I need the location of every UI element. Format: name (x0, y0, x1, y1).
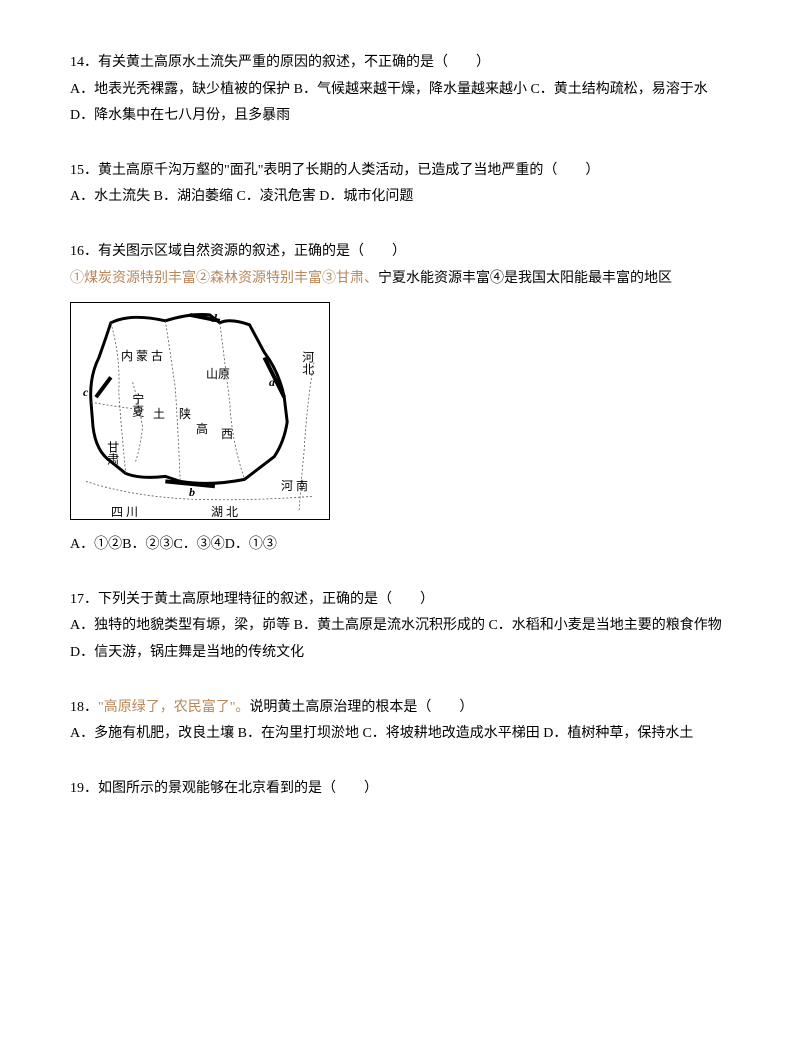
label-b: b (189, 481, 195, 504)
q19-stem: 19．如图所示的景观能够在北京看到的是（ ） (70, 776, 724, 803)
question-16: 16．有关图示区域自然资源的叙述，正确的是（ ） ①煤炭资源特别丰富②森林资源特… (70, 239, 724, 559)
label-c: c (83, 381, 88, 404)
question-18: 18．"高原绿了，农民富了"。说明黄土高原治理的根本是（ ） A．多施有机肥，改… (70, 695, 724, 748)
q15-options: A．水土流失 B．湖泊萎缩 C．凌汛危害 D．城市化问题 (70, 184, 724, 211)
q18-stem-quote: "高原绿了，农民富了"。 (98, 700, 249, 715)
label-a: a (269, 371, 275, 394)
q16-desc-post: 宁夏水能资源丰富④是我国太阳能最丰富的地区 (378, 271, 672, 286)
label-neimenggu: 内 蒙 古 (121, 345, 163, 368)
question-17: 17．下列关于黄土高原地理特征的叙述，正确的是（ ） A．独特的地貌类型有塬，梁… (70, 587, 724, 667)
q16-stem: 16．有关图示区域自然资源的叙述，正确的是（ ） (70, 239, 724, 266)
question-14: 14．有关黄土高原水土流失严重的原因的叙述，不正确的是（ ） A．地表光秃裸露，… (70, 50, 724, 130)
label-gansu: 甘肃 (101, 441, 124, 465)
q18-stem-post: 说明黄土高原治理的根本是（ ） (249, 700, 473, 715)
q17-stem: 17．下列关于黄土高原地理特征的叙述，正确的是（ ） (70, 587, 724, 614)
q18-options: A．多施有机肥，改良土壤 B．在沟里打坝淤地 C．将坡耕地改造成水平梯田 D．植… (70, 721, 724, 748)
q14-options: A．地表光秃裸露，缺少植被的保护 B．气候越来越干燥，降水量越来越小 C．黄土结… (70, 77, 724, 130)
dotted-line-2 (165, 321, 180, 482)
label-d: d (211, 307, 217, 330)
label-shaanxi: 陕 (179, 403, 191, 426)
label-shanxi2: 山原 (206, 363, 230, 386)
q17-options: A．独特的地貌类型有塬，梁，峁等 B．黄土高原是流水沉积形成的 C．水稻和小麦是… (70, 613, 724, 666)
label-tu: 土 (153, 403, 165, 426)
map-figure: 内 蒙 古 山原 河北 宁夏 陕 西 甘肃 土 高 四 川 湖 北 河 南 d … (70, 302, 330, 520)
q18-stem: 18．"高原绿了，农民富了"。说明黄土高原治理的根本是（ ） (70, 695, 724, 722)
label-shanxi: 西 (221, 423, 233, 446)
q18-stem-pre: 18． (70, 700, 98, 715)
question-15: 15．黄土高原千沟万壑的"面孔"表明了长期的人类活动，已造成了当地严重的（ ） … (70, 158, 724, 211)
q16-desc: ①煤炭资源特别丰富②森林资源特别丰富③甘肃、宁夏水能资源丰富④是我国太阳能最丰富… (70, 266, 724, 293)
line-c (96, 377, 111, 397)
question-19: 19．如图所示的景观能够在北京看到的是（ ） (70, 776, 724, 803)
q16-desc-pre: ①煤炭资源特别丰富②森林资源特别丰富③甘肃、 (70, 271, 378, 286)
label-gao: 高 (196, 418, 208, 441)
dotted-line-3 (220, 323, 245, 480)
label-hebei: 河北 (296, 351, 319, 375)
q14-stem: 14．有关黄土高原水土流失严重的原因的叙述，不正确的是（ ） (70, 50, 724, 77)
label-hubei: 湖 北 (211, 501, 238, 520)
label-ningxia: 宁夏 (126, 393, 149, 417)
label-henan: 河 南 (281, 475, 308, 498)
q16-options: A．①②B．②③C．③④D．①③ (70, 532, 724, 559)
label-sichuan: 四 川 (111, 501, 138, 520)
q15-stem: 15．黄土高原千沟万壑的"面孔"表明了长期的人类活动，已造成了当地严重的（ ） (70, 158, 724, 185)
